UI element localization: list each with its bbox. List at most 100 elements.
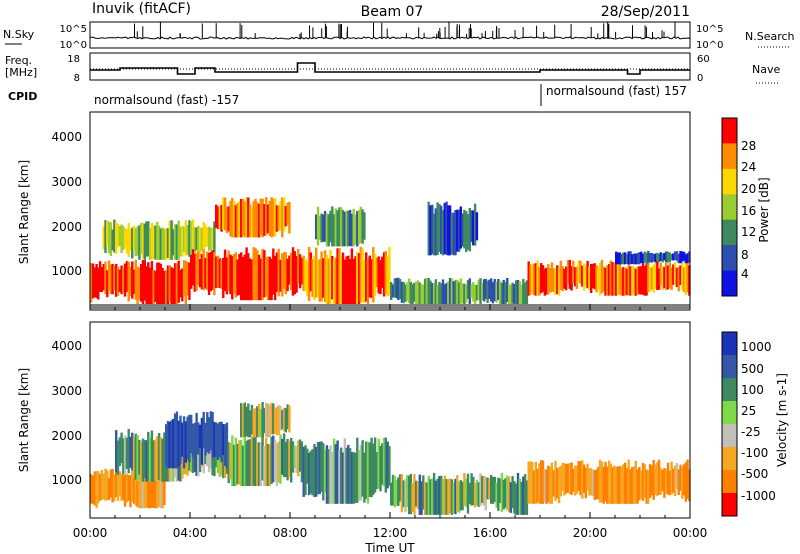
velocity-echo-cell xyxy=(420,481,423,515)
velocity-echo-cell xyxy=(445,479,448,515)
velocity-echo-cell xyxy=(148,476,152,509)
xtick-0400: 04:00 xyxy=(173,526,208,540)
power-echo-cell xyxy=(486,280,489,303)
power-echo-cell xyxy=(627,259,630,296)
velocity-echo-cell xyxy=(418,474,421,515)
power-echo-cell xyxy=(631,265,634,296)
power-echo-cell xyxy=(122,226,125,250)
power-echo-cell xyxy=(500,282,504,306)
velocity-echo-cell xyxy=(663,468,666,498)
power-echo-cell xyxy=(218,206,221,230)
velocity-echo-cell xyxy=(106,470,109,500)
power-echo-cell xyxy=(334,257,337,305)
power-echo-cell xyxy=(352,259,355,305)
velocity-echo-cell xyxy=(473,483,477,508)
velocity-echo-cell xyxy=(229,442,232,480)
velocity-echo-cell xyxy=(511,476,514,509)
velocity-echo-cell xyxy=(288,405,291,433)
power-echo-cell xyxy=(568,259,571,289)
velocity-echo-cell xyxy=(340,447,343,504)
velocity-echo-cell xyxy=(222,437,225,479)
velocity-echo-cell xyxy=(295,445,298,473)
power-echo-cell xyxy=(275,252,279,292)
power-echo-cell xyxy=(272,198,275,237)
power-echo-cell xyxy=(95,264,98,298)
colorbar-swatch xyxy=(722,118,737,144)
power-echo-cell xyxy=(536,260,539,296)
velocity-echo-cell xyxy=(157,433,161,481)
power-echo-cell xyxy=(463,209,466,249)
velocity-echo-cell xyxy=(216,423,220,460)
velocity-echo-cell xyxy=(245,406,248,436)
velocity-echo-cell xyxy=(281,409,284,430)
velocity-echo-cell xyxy=(527,461,530,504)
power-echo-cell xyxy=(116,223,120,248)
power-echo-cell xyxy=(457,282,461,305)
power-echo-cell xyxy=(156,262,159,305)
power-echo-cell xyxy=(463,283,466,305)
velocity-echo-cell xyxy=(688,469,691,502)
velocity-echo-cell xyxy=(141,438,145,482)
velocity-echo-cell xyxy=(452,482,455,514)
velocity-echo-cell xyxy=(557,467,561,504)
velocity-echo-cell xyxy=(577,461,580,491)
power-colorbar xyxy=(721,117,738,297)
velocity-echo-cell xyxy=(638,467,641,501)
power-echo-cell xyxy=(116,266,120,296)
power-echo-cell xyxy=(438,204,441,252)
power-echo-cell xyxy=(598,262,602,296)
velocity-echo-cell xyxy=(134,475,137,506)
power-echo-cell xyxy=(641,253,645,264)
velocity-echo-cell xyxy=(666,462,670,495)
velocity-echo-cell xyxy=(609,463,612,504)
power-echo-cell xyxy=(565,266,568,291)
power-echo-cell xyxy=(215,204,218,228)
velocity-echo-cell xyxy=(536,468,539,503)
power-echo-cell xyxy=(665,251,668,262)
power-echo-cell xyxy=(113,265,116,291)
power-echo-cell xyxy=(398,278,402,299)
velocity-echo-cell xyxy=(400,474,404,513)
velocity-echo-cell xyxy=(93,471,96,506)
velocity-echo-cell xyxy=(198,424,202,448)
velocity-echo-cell xyxy=(198,432,202,473)
velocity-echo-cell xyxy=(506,475,509,511)
velocity-echo-cell xyxy=(532,470,536,504)
power-echo-cell xyxy=(656,261,659,290)
velocity-echo-cell xyxy=(470,473,473,506)
power-echo-cell xyxy=(250,206,254,238)
power-echo-cell xyxy=(479,278,482,304)
power-echo-cell xyxy=(395,277,398,299)
power-echo-cell xyxy=(177,260,180,303)
velocity-echo-cell xyxy=(284,408,287,433)
power-echo-cell xyxy=(648,253,652,263)
power-echo-cell xyxy=(647,250,650,263)
velocity-echo-cell xyxy=(184,421,187,463)
power-echo-cell xyxy=(684,254,687,264)
velocity-echo-cells xyxy=(90,402,691,515)
power-echo-cell xyxy=(616,252,620,265)
date-title: 28/Sep/2011 xyxy=(601,4,690,20)
velocity-echo-cell xyxy=(381,443,384,485)
velocity-echo-cell xyxy=(447,479,450,515)
power-echo-cell xyxy=(636,266,639,295)
velocity-echo-cell xyxy=(593,470,596,500)
power-echo-cell xyxy=(118,226,121,246)
velocity-echo-cell xyxy=(552,469,555,497)
velocity-echo-cell xyxy=(411,483,414,512)
velocity-cb-tick-neg25: -25 xyxy=(741,425,761,439)
power-echo-cell xyxy=(640,266,643,295)
power-echo-cell xyxy=(104,261,107,295)
power-echo-cell xyxy=(184,260,187,305)
power-echo-cell xyxy=(222,197,225,230)
power-echo-cell xyxy=(186,262,189,296)
noise-left-label: N.Sky xyxy=(3,28,35,41)
power-echo-cell xyxy=(127,223,130,257)
freq-left-tick-bottom: 8 xyxy=(74,73,80,84)
velocity-echo-cell xyxy=(466,473,470,514)
power-echo-cell xyxy=(647,262,650,293)
power-echo-cell xyxy=(493,279,496,302)
power-echo-cell xyxy=(232,201,236,238)
power-echo-cell xyxy=(513,284,516,306)
velocity-echo-cell xyxy=(315,447,318,497)
